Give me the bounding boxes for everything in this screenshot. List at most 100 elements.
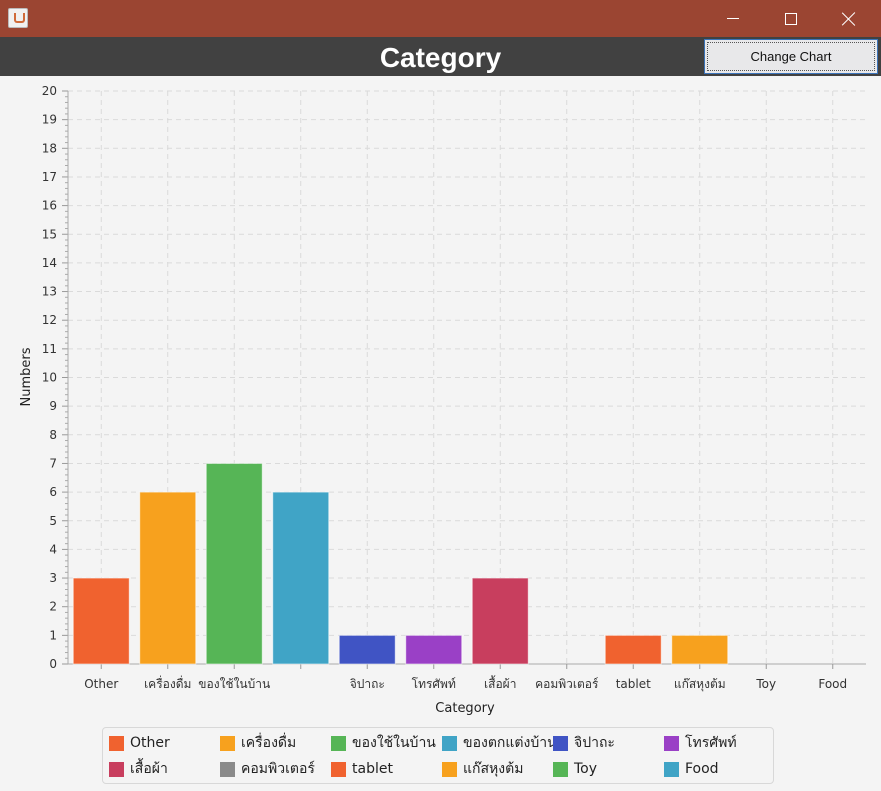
legend-item: เสื้อผ้า [109, 759, 168, 779]
legend-label: Toy [574, 761, 598, 777]
page-title: Category [379, 42, 502, 73]
legend-item: Other [109, 733, 170, 753]
legend-label: เครื่องดื่ม [241, 735, 297, 751]
y-tick-label: 19 [42, 113, 57, 127]
bar-fill [139, 492, 196, 664]
y-tick-label: 8 [49, 428, 57, 442]
legend-item: ของตกแต่งบ้าน [442, 733, 557, 753]
legend-swatch [331, 735, 346, 751]
bar [405, 634, 463, 665]
legend-swatch [664, 761, 679, 777]
x-tick-label: เครื่องดื่ม [144, 675, 191, 691]
y-axis-label: Numbers [19, 347, 34, 406]
y-tick-label: 3 [49, 571, 57, 585]
bar [205, 462, 263, 665]
bar-fill [405, 635, 462, 664]
y-tick-label: 20 [42, 84, 57, 98]
legend-label: ของใช้ในบ้าน [352, 735, 436, 751]
bar [604, 634, 662, 665]
bar-outline [471, 577, 529, 665]
bar-fill [671, 635, 728, 664]
y-tick-label: 18 [42, 141, 57, 155]
y-tick-label: 12 [42, 313, 57, 327]
y-tick-label: 0 [49, 657, 57, 671]
x-tick-label: Toy [755, 677, 776, 691]
legend-item: Toy [553, 759, 597, 779]
legend-label: จิปาถะ [574, 735, 615, 751]
legend-swatch [553, 761, 568, 777]
legend-swatch [220, 761, 235, 777]
bar-fill [272, 492, 329, 664]
y-tick-label: 2 [49, 600, 57, 614]
legend-label: โทรศัพท์ [685, 735, 737, 751]
legend-swatch [331, 761, 346, 777]
legend-label: tablet [352, 761, 393, 777]
legend-item: Food [664, 759, 719, 779]
x-tick-label: โทรศัพท์ [412, 677, 456, 691]
legend-item: เครื่องดื่ม [220, 733, 296, 753]
minimize-button[interactable] [704, 0, 762, 37]
bar-outline [604, 634, 662, 665]
y-tick-label: 1 [49, 628, 57, 642]
bar [471, 577, 529, 665]
x-tick-label: จิปาถะ [350, 677, 385, 691]
bar [72, 577, 130, 665]
legend-swatch [553, 735, 568, 751]
chart-legend: Other เครื่องดื่ม ของใช้ในบ้าน ของตกแต่งบ้า… [102, 727, 774, 784]
bar-outline [272, 491, 330, 665]
x-axis-label: Category [435, 701, 495, 716]
legend-label: Food [685, 761, 719, 777]
bar-outline [72, 577, 130, 665]
x-tick-label: Food [818, 677, 847, 691]
x-tick-label: ของใช้ในบ้าน [198, 677, 270, 691]
x-tick-label: เสื้อผ้า [484, 675, 516, 691]
title-bar [0, 0, 881, 37]
bar-fill [605, 635, 662, 664]
y-tick-label: 6 [49, 485, 57, 499]
x-tick-label: Other [84, 677, 118, 691]
legend-label: แก๊สหุงต้ม [463, 761, 524, 777]
legend-item: คอมพิวเตอร์ [220, 759, 315, 779]
legend-swatch [109, 735, 124, 751]
bar-fill [73, 578, 130, 664]
x-tick-label: คอมพิวเตอร์ [535, 677, 599, 691]
chart-bars [72, 462, 729, 665]
legend-swatch [220, 735, 235, 751]
bar-fill [472, 578, 529, 664]
y-tick-label: 7 [49, 456, 57, 470]
legend-label: ของตกแต่งบ้าน [463, 735, 557, 751]
legend-swatch [109, 761, 124, 777]
legend-item: แก๊สหุงต้ม [442, 759, 523, 779]
bar [139, 491, 197, 665]
bar-outline [671, 634, 729, 665]
bar-outline [405, 634, 463, 665]
bar-fill [339, 635, 396, 664]
close-button[interactable] [820, 0, 878, 37]
y-tick-label: 4 [49, 542, 57, 556]
bar [338, 634, 396, 665]
y-tick-label: 11 [42, 342, 57, 356]
legend-label: เสื้อผ้า [130, 761, 168, 777]
legend-item: tablet [331, 759, 393, 779]
legend-swatch [442, 735, 457, 751]
legend-label: Other [130, 735, 170, 751]
legend-item: จิปาถะ [553, 733, 615, 753]
change-chart-button[interactable]: Change Chart [704, 39, 878, 74]
y-tick-label: 10 [42, 371, 57, 385]
close-icon [842, 12, 856, 26]
y-tick-label: 16 [42, 199, 57, 213]
y-tick-label: 14 [42, 256, 57, 270]
maximize-button[interactable] [762, 0, 820, 37]
bar [671, 634, 729, 665]
x-tick-label: แก๊สหุงต้ม [674, 677, 726, 692]
legend-label: คอมพิวเตอร์ [241, 761, 315, 777]
y-tick-label: 9 [49, 399, 57, 413]
minimize-icon [727, 18, 739, 19]
y-tick-label: 5 [49, 514, 57, 528]
bar [272, 491, 330, 665]
bar-outline [139, 491, 197, 665]
legend-swatch [442, 761, 457, 777]
bar-fill [206, 463, 263, 664]
x-tick-label: tablet [616, 677, 651, 691]
